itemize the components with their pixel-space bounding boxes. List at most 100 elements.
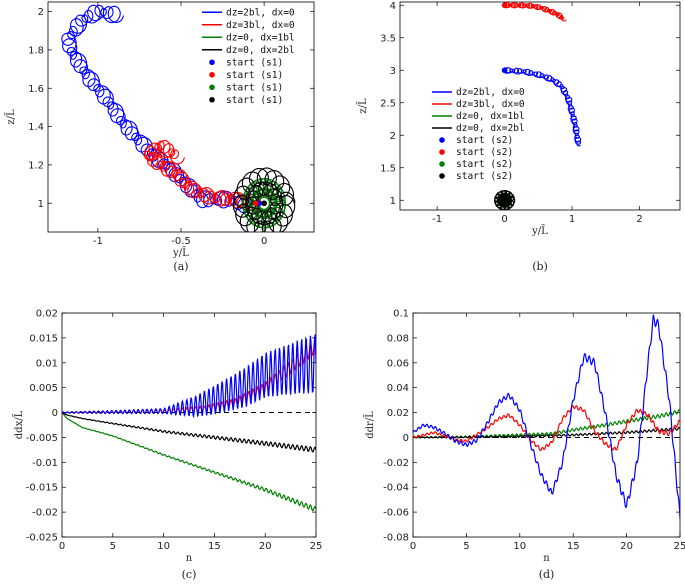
legend-entry: start (s2) [456, 147, 513, 158]
x-axis-label: n [543, 553, 550, 564]
legend-swatch-marker [439, 149, 445, 155]
legend-entry: start (s1) [226, 57, 283, 68]
x-tick-label: 0 [261, 236, 267, 247]
legend-entry: start (s1) [226, 95, 283, 106]
y-tick-label: -0.015 [26, 483, 58, 494]
y-tick-label: 0.005 [29, 383, 58, 394]
panel-a: -1 -0.5 0 1 1.2 1.4 1.6 1.8 2 y/L̄ z/L̄ (a) dz=2bl, … [5, 1, 315, 273]
y-axis-label: z/L̄ [5, 109, 17, 125]
y-tick-label: 1.5 [380, 163, 396, 174]
y-axis-label: ddx/L̄ [13, 410, 25, 439]
y-tick-label: 0.01 [36, 358, 58, 369]
legend-entry: start (s2) [456, 171, 513, 182]
y-tick-label: 0.02 [36, 309, 58, 320]
legend-entry: dz=0, dx=1bl [226, 32, 295, 43]
y-tick-label: 1.6 [28, 84, 44, 95]
y-tick-label: 1.2 [28, 160, 44, 171]
y-tick-label: 3 [390, 66, 396, 77]
series-line-3 [62, 412, 316, 512]
series-line-2 [502, 2, 567, 22]
legend-swatch-marker [209, 59, 215, 66]
y-tick-label: 1 [38, 199, 44, 210]
start-marker-2 [253, 200, 259, 207]
start-marker-4 [501, 197, 508, 204]
y-tick-label: -0.01 [32, 458, 58, 469]
legend-swatch-marker [439, 137, 445, 143]
legend-entry: dz=3bl, dx=0 [226, 20, 295, 31]
series-line-1 [413, 314, 680, 519]
legend-swatch-marker [209, 71, 215, 78]
axes-frame-c [61, 312, 317, 538]
panel-d: 0 5 10 15 20 25 -0.08 -0.06 -0.04 -0.02 0 0.02 0.04 0… [364, 309, 685, 582]
x-tick-label: 0 [59, 541, 65, 552]
y-tick-label: 0.08 [387, 333, 409, 344]
x-axis-label: n [186, 553, 193, 564]
legend-entry: start (s1) [226, 82, 283, 93]
y-tick-label: 3.5 [380, 33, 396, 44]
legend-entry: start (s2) [456, 159, 513, 170]
x-tick-label: 0 [410, 541, 416, 552]
y-tick-label: 1.4 [28, 122, 44, 133]
panel-caption: (c) [182, 568, 197, 581]
panel-c: 0 5 10 15 20 25 -0.025 -0.02 -0.015 -0.01 -0.005 0 0… [13, 309, 322, 582]
panel-caption: (a) [173, 260, 188, 273]
x-tick-label: -0.5 [171, 236, 191, 247]
legend-entry: start (s2) [456, 135, 513, 146]
legend-entry: dz=0, dx=1bl [456, 111, 525, 122]
panel-b: -1 0 1 2 1 1.5 2 2.5 3 3.5 4 y/L̄ z/L̄ (b) dz=2bl, dx=… [357, 1, 681, 273]
series-line-1 [502, 67, 582, 147]
series-line-4 [62, 412, 316, 453]
panel-caption: (b) [532, 260, 548, 273]
y-tick-label: 0.1 [393, 309, 409, 320]
y-axis-label: z/L̄ [357, 98, 369, 114]
y-tick-label: 1 [390, 196, 396, 207]
y-tick-label: -0.005 [26, 433, 58, 444]
x-tick-label: 20 [259, 541, 272, 552]
legend-entry: dz=0, dx=2bl [226, 45, 295, 56]
x-tick-label: 0 [501, 214, 507, 225]
y-tick-label: 0.06 [387, 358, 409, 369]
series-line-2 [413, 404, 680, 452]
legend-entry: start (s1) [226, 70, 283, 81]
x-tick-label: 5 [463, 541, 469, 552]
y-tick-label: -0.025 [26, 533, 58, 544]
legend-swatch-marker [209, 84, 215, 91]
series-line-1 [62, 334, 316, 419]
y-tick-label: -0.04 [383, 483, 409, 494]
legend-entry: dz=3bl, dx=0 [456, 99, 525, 110]
y-tick-label: 2.5 [380, 98, 396, 109]
y-tick-label: -0.02 [32, 508, 58, 519]
legend-entry: dz=2bl, dx=0 [456, 87, 525, 98]
legend-entry: dz=0, dx=2bl [456, 123, 525, 134]
axes-frame-b [399, 1, 681, 211]
x-tick-label: 2 [636, 214, 642, 225]
y-tick-label: -0.08 [383, 533, 409, 544]
y-tick-label: 0 [403, 433, 409, 444]
start-marker-2 [501, 2, 508, 9]
series-line-2 [143, 139, 262, 212]
y-tick-label: 2 [38, 7, 44, 18]
legend: dz=2bl, dx=0dz=3bl, dx=0dz=0, dx=1bldz=0… [432, 87, 525, 182]
legend-entry: dz=2bl, dx=0 [226, 7, 295, 18]
y-tick-label: -0.06 [383, 508, 409, 519]
y-tick-label: 0 [52, 408, 58, 419]
y-tick-label: 1.8 [28, 45, 44, 56]
y-tick-label: 0.015 [29, 333, 58, 344]
y-tick-label: -0.02 [383, 458, 409, 469]
x-tick-label: 15 [567, 541, 580, 552]
y-tick-label: 4 [390, 1, 396, 12]
legend: dz=2bl, dx=0 dz=3bl, dx=0dz=0, dx=1bl dz=0… [202, 7, 295, 106]
x-tick-label: -1 [432, 214, 442, 225]
legend-swatch-marker [209, 96, 215, 103]
x-tick-label: 20 [620, 541, 633, 552]
legend-swatch-marker [439, 173, 445, 179]
start-marker-1 [501, 67, 508, 74]
y-tick-label: 2 [390, 131, 396, 142]
x-tick-label: 15 [208, 541, 221, 552]
series-line-1 [61, 4, 254, 214]
y-tick-label: 0.02 [387, 408, 409, 419]
legend-swatch-marker [439, 161, 445, 167]
series-line-4 [232, 167, 296, 232]
x-axis-label: y/L̄ [172, 247, 189, 259]
